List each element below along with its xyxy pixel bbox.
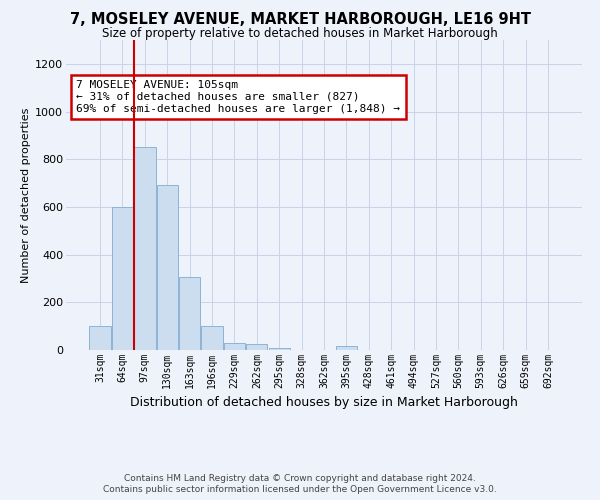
Bar bbox=[246, 344, 268, 350]
Bar bbox=[112, 207, 133, 350]
Bar bbox=[89, 326, 111, 350]
Text: Size of property relative to detached houses in Market Harborough: Size of property relative to detached ho… bbox=[102, 28, 498, 40]
Y-axis label: Number of detached properties: Number of detached properties bbox=[21, 108, 31, 282]
Bar bbox=[134, 148, 155, 350]
Bar bbox=[336, 346, 357, 350]
Bar bbox=[224, 343, 245, 350]
Bar bbox=[157, 186, 178, 350]
Text: Contains HM Land Registry data © Crown copyright and database right 2024.
Contai: Contains HM Land Registry data © Crown c… bbox=[103, 474, 497, 494]
X-axis label: Distribution of detached houses by size in Market Harborough: Distribution of detached houses by size … bbox=[130, 396, 518, 409]
Bar bbox=[179, 278, 200, 350]
Bar bbox=[269, 348, 290, 350]
Text: 7, MOSELEY AVENUE, MARKET HARBOROUGH, LE16 9HT: 7, MOSELEY AVENUE, MARKET HARBOROUGH, LE… bbox=[70, 12, 530, 28]
Text: 7 MOSELEY AVENUE: 105sqm
← 31% of detached houses are smaller (827)
69% of semi-: 7 MOSELEY AVENUE: 105sqm ← 31% of detach… bbox=[76, 80, 400, 114]
Bar bbox=[202, 326, 223, 350]
